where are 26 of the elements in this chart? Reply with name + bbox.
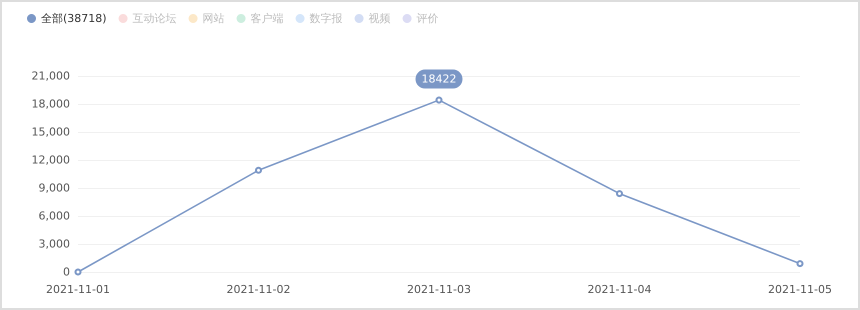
y-tick-label: 6,000: [38, 210, 70, 222]
point: [255, 166, 262, 174]
x-tick-label: 2021-11-03: [407, 283, 471, 296]
legend-label: 客户端: [250, 12, 284, 25]
x-tick-label: 2021-11-04: [588, 283, 652, 296]
y-tick-label: 18,000: [32, 98, 70, 110]
legend-label: 互动论坛: [132, 12, 177, 25]
y-tick-label: 21,000: [32, 70, 70, 82]
y-tick-label: 15,000: [32, 126, 70, 138]
y-tick-label: 3,000: [38, 238, 70, 250]
point: [436, 96, 442, 104]
y-tick-label: 0: [63, 266, 70, 278]
legend-label: 数字报: [310, 12, 343, 25]
data-label: 18422: [422, 72, 456, 86]
legend-label: 评价: [416, 12, 439, 25]
point: [74, 268, 82, 276]
x-tick-label: 2021-11-05: [768, 283, 832, 296]
x-tick-label: 2021-11-02: [226, 283, 290, 296]
y-tick-label: 12,000: [32, 154, 70, 166]
x-tick-label: 2021-11-01: [46, 283, 110, 296]
legend-label: 网站: [202, 12, 225, 25]
y-tick-label: 9,000: [38, 182, 70, 194]
legend-label: 视频: [368, 12, 391, 25]
point: [616, 190, 623, 198]
legend-label: 全部(38718): [41, 12, 107, 25]
point: [796, 260, 804, 268]
